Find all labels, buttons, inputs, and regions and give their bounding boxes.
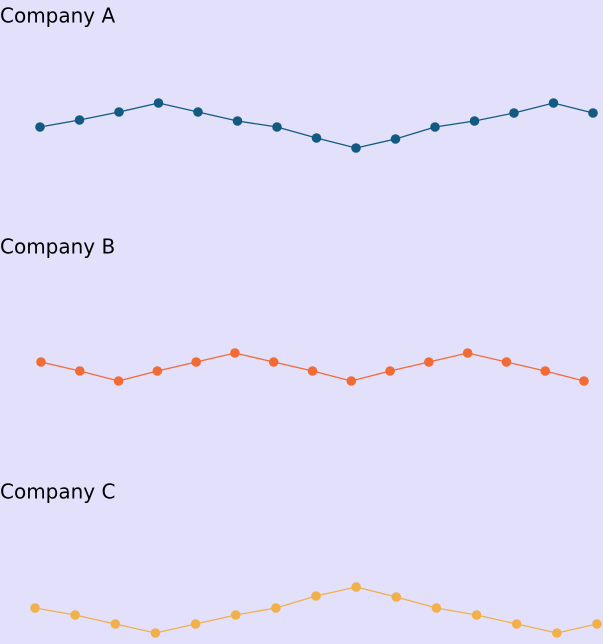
point [351,582,361,592]
point [36,357,46,367]
point [193,107,203,117]
point [511,619,522,629]
point [35,122,45,132]
point [592,619,602,629]
chart-title: Company C [0,480,115,504]
point [548,98,559,108]
point [588,108,598,118]
point [74,115,85,125]
point [469,116,480,126]
point [74,366,85,376]
point [190,619,201,629]
point [391,592,402,602]
point [346,376,357,386]
point [462,348,473,358]
point [271,603,281,613]
chart-title: Company B [0,235,115,259]
point [552,628,562,638]
point [540,366,551,376]
point [431,603,442,613]
point [113,376,124,386]
point [110,619,121,629]
point [501,357,512,367]
point [471,610,482,620]
point [268,357,279,367]
point [424,357,434,367]
chart-title: Company A [0,4,116,28]
point [311,591,321,601]
point [150,628,161,638]
point [351,143,361,153]
point [70,610,80,620]
point [579,376,589,386]
point [430,122,440,132]
point [114,107,124,117]
point [390,134,401,144]
point [232,116,243,126]
point [191,357,201,367]
point [30,603,40,613]
point [311,133,322,143]
point [153,98,164,108]
point [152,366,163,376]
point [385,366,395,376]
point [272,122,282,132]
point [230,348,240,358]
point [509,108,519,118]
point [307,366,318,376]
point [230,610,241,620]
